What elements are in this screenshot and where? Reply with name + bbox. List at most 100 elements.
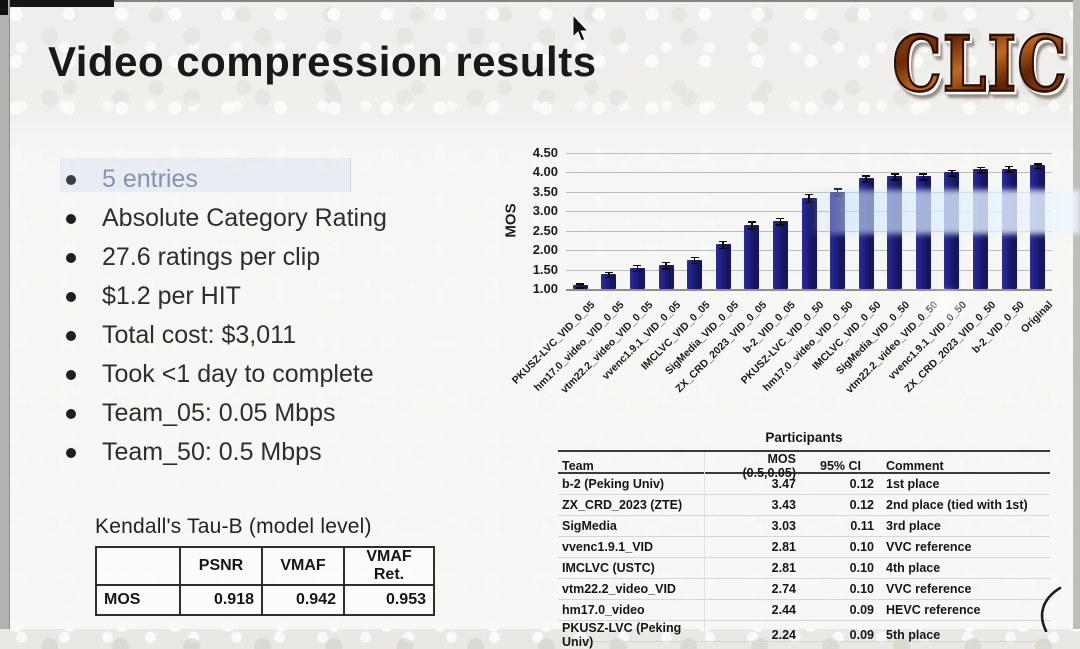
bullet-text: Team_05: 0.05 Mbps bbox=[102, 399, 336, 427]
participants-block: Participants Team MOS (0.5,0.05) 95% CI Com… bbox=[558, 430, 1050, 649]
error-bar-cap bbox=[633, 264, 642, 267]
table-row: ZX_CRD_2023 (ZTE) 3.43 0.12 2nd place (tied… bbox=[558, 495, 1050, 516]
kendall-header-cell: VMAF Ret. bbox=[343, 546, 435, 586]
participants-cell: 0.12 bbox=[849, 477, 874, 491]
bullet-item: 27.6 ratings per clip bbox=[58, 238, 488, 277]
error-bar-whisker bbox=[579, 283, 582, 288]
bullet-text: Took <1 day to complete bbox=[102, 360, 374, 388]
error-bar-whisker bbox=[693, 256, 696, 263]
participants-cell: b-2 (Peking Univ) bbox=[562, 477, 665, 491]
participants-cell: 2nd place (tied with 1st) bbox=[886, 498, 1028, 512]
y-axis-tick-label: 1.50 bbox=[532, 261, 558, 277]
participants-cell: 0.10 bbox=[849, 540, 874, 554]
error-bar-cap bbox=[890, 173, 899, 175]
error-bar-cap bbox=[976, 166, 985, 169]
y-axis-tick-label: 2.00 bbox=[532, 242, 558, 258]
bullet-list: 5 entries Absolute Category Rating 27.6 ra… bbox=[58, 160, 488, 472]
error-bar-cap bbox=[719, 247, 728, 250]
clic-logo-text: CLIC bbox=[891, 18, 1068, 109]
error-bar-cap bbox=[862, 181, 871, 183]
participants-cell: 0.10 bbox=[849, 561, 874, 575]
mos-bar bbox=[629, 267, 645, 289]
error-bar-whisker bbox=[1036, 163, 1039, 168]
bullet-item: Absolute Category Rating bbox=[58, 199, 488, 238]
error-bar-whisker bbox=[979, 166, 982, 173]
mos-bar bbox=[715, 244, 731, 289]
error-bar-cap bbox=[576, 287, 585, 289]
kendall-header-cell bbox=[95, 546, 181, 586]
participants-header-cell: 95% CI bbox=[820, 459, 861, 473]
bullet-item: Total cost: $3,011 bbox=[58, 316, 488, 355]
bullet-item: 5 entries bbox=[58, 160, 488, 199]
participants-cell: vvenc1.9.1_VID bbox=[562, 540, 654, 554]
error-bar-cap bbox=[662, 261, 671, 264]
error-bar-cap bbox=[690, 256, 699, 259]
bullet-text: Absolute Category Rating bbox=[102, 204, 387, 232]
participants-cell: 0.09 bbox=[849, 603, 874, 617]
error-bar-whisker bbox=[751, 221, 753, 229]
participants-cell: 2.24 bbox=[704, 621, 812, 649]
participants-cell: 1st place bbox=[886, 477, 940, 491]
participants-cell: ZX_CRD_2023 (ZTE) bbox=[562, 498, 683, 512]
participants-cell: HEVC reference bbox=[886, 603, 981, 617]
participants-header-cell: Team bbox=[562, 459, 594, 473]
error-bar-whisker bbox=[922, 173, 925, 180]
participants-cell: 4th place bbox=[886, 561, 941, 575]
bullet-dot-icon bbox=[66, 369, 76, 380]
participants-cell: 2.74 bbox=[704, 579, 812, 599]
error-bar-whisker bbox=[636, 264, 639, 271]
left-top-dark-notch bbox=[0, 0, 8, 15]
page-title: Video compression results bbox=[48, 38, 597, 85]
bullet-dot-icon bbox=[66, 447, 76, 458]
error-bar-whisker bbox=[665, 261, 667, 268]
y-axis-tick-label: 3.50 bbox=[532, 183, 558, 199]
stray-paren-mark bbox=[1032, 586, 1064, 637]
error-bar-cap bbox=[604, 271, 613, 273]
kendall-cell: 0.942 bbox=[261, 584, 345, 616]
table-row: vvenc1.9.1_VID 2.81 0.10 VVC reference bbox=[558, 537, 1050, 558]
kendall-cell: MOS bbox=[95, 584, 181, 616]
error-bar-cap bbox=[1005, 171, 1014, 173]
participants-cell: 2.44 bbox=[704, 600, 812, 620]
participants-cell: 3.43 bbox=[704, 495, 812, 515]
left-edge-strip bbox=[0, 0, 10, 629]
bullet-dot-icon bbox=[66, 174, 76, 185]
bullet-dot-icon bbox=[66, 330, 76, 341]
mos-bar bbox=[772, 221, 788, 289]
participants-cell: SigMedia bbox=[562, 519, 617, 533]
bullet-text: 27.6 ratings per clip bbox=[102, 243, 321, 271]
photo-smudge bbox=[918, 286, 970, 326]
error-bar-whisker bbox=[1008, 165, 1010, 172]
error-bar-whisker bbox=[608, 271, 610, 277]
participants-title: Participants bbox=[765, 430, 843, 445]
error-bar-cap bbox=[1033, 163, 1042, 165]
error-bar-cap bbox=[690, 262, 699, 265]
bullet-text: Team_50: 0.5 Mbps bbox=[102, 438, 322, 466]
kendall-header-cell: PSNR bbox=[179, 546, 263, 586]
participants-cell: hm17.0_video bbox=[562, 603, 645, 617]
error-bar-whisker bbox=[779, 217, 782, 225]
error-bar-cap bbox=[576, 283, 585, 285]
error-bar-cap bbox=[919, 173, 928, 175]
error-bar-cap bbox=[662, 268, 671, 270]
participants-cell: 3.03 bbox=[704, 516, 812, 536]
error-bar-cap bbox=[862, 175, 871, 177]
table-row: hm17.0_video 2.44 0.09 HEVC reference bbox=[558, 600, 1050, 621]
error-bar-cap bbox=[833, 188, 842, 190]
error-bar-cap bbox=[890, 179, 899, 181]
error-bar-whisker bbox=[722, 240, 724, 248]
bullet-dot-icon bbox=[66, 291, 76, 302]
top-left-dark-bar bbox=[0, 0, 114, 7]
bullet-item: Took <1 day to complete bbox=[58, 355, 488, 394]
participants-cell: 5th place bbox=[886, 628, 941, 642]
highlight-band bbox=[60, 158, 351, 192]
error-bar-cap bbox=[747, 228, 756, 230]
participants-cell: 2.81 bbox=[704, 558, 812, 578]
participants-cell: 0.12 bbox=[849, 498, 874, 512]
clic-logo: CLIC bbox=[882, 18, 1078, 110]
error-bar-cap bbox=[633, 270, 642, 273]
participants-cell: VVC reference bbox=[886, 582, 972, 596]
chart-gridline bbox=[566, 289, 1052, 291]
chart-gridline bbox=[566, 153, 1052, 154]
